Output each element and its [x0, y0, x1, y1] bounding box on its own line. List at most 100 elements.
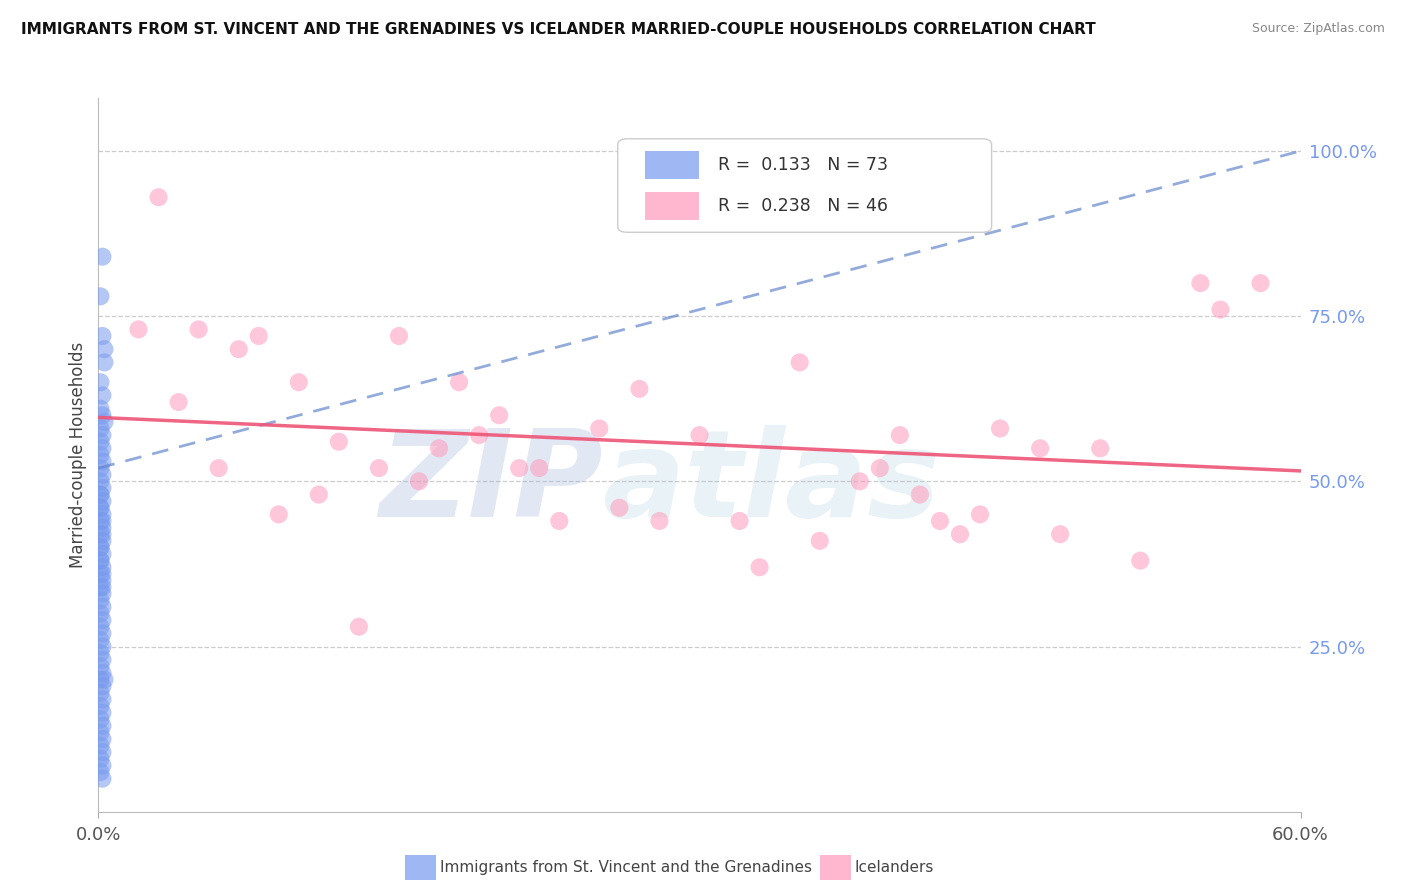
Point	[93, 415, 115, 429]
Point	[167, 395, 190, 409]
Point	[89, 566, 111, 581]
Point	[91, 547, 114, 561]
Point	[91, 527, 114, 541]
Point	[91, 626, 114, 640]
Point	[628, 382, 651, 396]
Point	[89, 500, 111, 515]
FancyBboxPatch shape	[617, 139, 991, 232]
Point	[91, 580, 114, 594]
Point	[91, 329, 114, 343]
Point	[1129, 554, 1152, 568]
Point	[89, 580, 111, 594]
Point	[89, 607, 111, 621]
Point	[1088, 442, 1111, 456]
Point	[89, 632, 111, 647]
Text: R =  0.133   N = 73: R = 0.133 N = 73	[717, 156, 887, 174]
Text: Icelanders: Icelanders	[855, 860, 934, 874]
Point	[1049, 527, 1071, 541]
Point	[89, 646, 111, 660]
Point	[89, 434, 111, 449]
Point	[427, 442, 450, 456]
Point	[91, 679, 114, 693]
Point	[89, 593, 111, 607]
Point	[89, 554, 111, 568]
Point	[1250, 276, 1272, 290]
Point	[89, 752, 111, 766]
Point	[91, 772, 114, 786]
Point	[91, 560, 114, 574]
Point	[91, 706, 114, 720]
Point	[929, 514, 952, 528]
Point	[93, 342, 115, 356]
Point	[91, 481, 114, 495]
Point	[91, 599, 114, 614]
Y-axis label: Married-couple Households: Married-couple Households	[69, 342, 87, 568]
Point	[908, 487, 931, 501]
Point	[91, 574, 114, 588]
Point	[89, 739, 111, 753]
Point	[648, 514, 671, 528]
Point	[93, 355, 115, 369]
Point	[91, 692, 114, 706]
Point	[308, 487, 330, 501]
Point	[529, 461, 551, 475]
Point	[91, 250, 114, 264]
Text: Immigrants from St. Vincent and the Grenadines: Immigrants from St. Vincent and the Gren…	[440, 860, 813, 874]
Point	[91, 745, 114, 759]
Point	[91, 566, 114, 581]
Point	[91, 719, 114, 733]
Point	[949, 527, 972, 541]
Point	[89, 461, 111, 475]
Point	[89, 514, 111, 528]
Point	[89, 448, 111, 462]
Point	[588, 421, 610, 435]
Point	[969, 508, 991, 522]
Point	[689, 428, 711, 442]
Point	[91, 409, 114, 423]
Point	[128, 322, 150, 336]
Point	[91, 665, 114, 680]
Point	[488, 409, 510, 423]
Point	[91, 388, 114, 402]
Point	[1189, 276, 1212, 290]
Point	[89, 487, 111, 501]
Text: R =  0.238   N = 46: R = 0.238 N = 46	[717, 197, 887, 215]
Point	[93, 673, 115, 687]
Point	[548, 514, 571, 528]
Point	[91, 653, 114, 667]
Point	[89, 376, 111, 390]
Point	[508, 461, 530, 475]
Point	[468, 428, 491, 442]
Point	[89, 673, 111, 687]
Point	[89, 500, 111, 515]
Point	[91, 494, 114, 508]
Point	[89, 475, 111, 489]
Point	[988, 421, 1011, 435]
Point	[408, 475, 430, 489]
Point	[91, 533, 114, 548]
Point	[89, 541, 111, 555]
Point	[89, 712, 111, 726]
Point	[789, 355, 811, 369]
Point	[91, 508, 114, 522]
Point	[91, 442, 114, 456]
Point	[889, 428, 911, 442]
Point	[91, 613, 114, 627]
Point	[748, 560, 770, 574]
Point	[208, 461, 231, 475]
Point	[89, 659, 111, 673]
Point	[89, 725, 111, 739]
Point	[91, 514, 114, 528]
Point	[388, 329, 411, 343]
Point	[89, 421, 111, 435]
Point	[89, 527, 111, 541]
Point	[347, 620, 370, 634]
Point	[89, 698, 111, 713]
Point	[1029, 442, 1052, 456]
Point	[247, 329, 270, 343]
Point	[447, 376, 470, 390]
Point	[91, 454, 114, 468]
Point	[89, 620, 111, 634]
Point	[91, 428, 114, 442]
Point	[91, 467, 114, 482]
